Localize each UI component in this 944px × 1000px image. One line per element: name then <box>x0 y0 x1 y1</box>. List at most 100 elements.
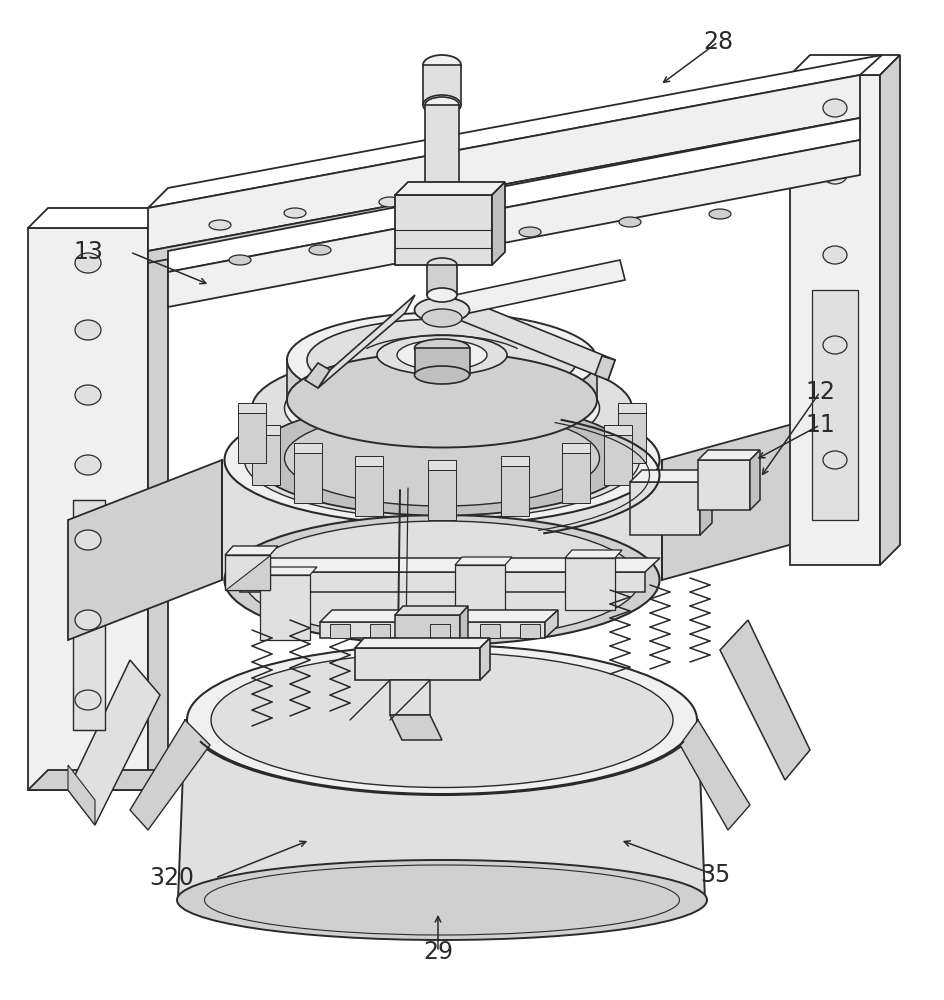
Polygon shape <box>252 408 632 458</box>
Polygon shape <box>454 260 624 315</box>
Ellipse shape <box>579 173 600 183</box>
Ellipse shape <box>228 255 251 265</box>
Polygon shape <box>395 182 504 195</box>
Polygon shape <box>430 624 449 638</box>
Text: 28: 28 <box>702 30 733 54</box>
Ellipse shape <box>309 245 330 255</box>
Polygon shape <box>305 363 329 388</box>
Polygon shape <box>68 660 160 825</box>
Ellipse shape <box>427 258 457 272</box>
Polygon shape <box>238 413 265 463</box>
Polygon shape <box>370 624 390 638</box>
Ellipse shape <box>618 217 640 227</box>
Polygon shape <box>329 624 349 638</box>
Polygon shape <box>395 606 467 615</box>
Polygon shape <box>562 443 590 453</box>
Ellipse shape <box>204 865 679 935</box>
Text: 12: 12 <box>804 380 834 404</box>
Polygon shape <box>28 228 148 790</box>
Polygon shape <box>750 450 759 510</box>
Polygon shape <box>320 622 545 638</box>
Polygon shape <box>425 105 459 195</box>
Polygon shape <box>294 443 321 453</box>
Ellipse shape <box>211 652 672 788</box>
Polygon shape <box>294 453 321 503</box>
Polygon shape <box>320 610 557 622</box>
Polygon shape <box>222 460 662 580</box>
Polygon shape <box>395 615 460 648</box>
Ellipse shape <box>75 385 101 405</box>
Ellipse shape <box>225 515 659 645</box>
Ellipse shape <box>423 55 461 75</box>
Polygon shape <box>480 638 490 680</box>
Ellipse shape <box>75 610 101 630</box>
Ellipse shape <box>75 253 101 273</box>
Text: 320: 320 <box>149 866 194 890</box>
Polygon shape <box>492 182 504 265</box>
Polygon shape <box>454 557 512 565</box>
Ellipse shape <box>822 336 846 354</box>
Ellipse shape <box>763 152 785 162</box>
Ellipse shape <box>822 451 846 469</box>
Polygon shape <box>617 413 646 463</box>
Polygon shape <box>252 435 280 485</box>
Polygon shape <box>480 624 499 638</box>
Ellipse shape <box>284 410 598 506</box>
Polygon shape <box>68 460 222 640</box>
Polygon shape <box>414 348 469 375</box>
Polygon shape <box>565 550 621 558</box>
Ellipse shape <box>75 320 101 340</box>
Ellipse shape <box>427 288 457 302</box>
Polygon shape <box>789 55 899 75</box>
Ellipse shape <box>425 187 459 203</box>
Polygon shape <box>500 456 528 466</box>
Ellipse shape <box>822 99 846 117</box>
Polygon shape <box>545 610 557 638</box>
Polygon shape <box>355 648 480 680</box>
Text: 13: 13 <box>73 240 103 264</box>
Polygon shape <box>447 295 615 380</box>
Ellipse shape <box>479 185 500 195</box>
Ellipse shape <box>177 860 706 940</box>
Polygon shape <box>148 118 859 263</box>
Ellipse shape <box>414 366 469 384</box>
Ellipse shape <box>244 401 639 519</box>
Polygon shape <box>390 715 442 740</box>
Polygon shape <box>73 500 105 730</box>
Ellipse shape <box>225 395 659 525</box>
Ellipse shape <box>414 339 469 357</box>
Polygon shape <box>879 55 899 565</box>
Ellipse shape <box>187 645 697 795</box>
Polygon shape <box>148 75 859 251</box>
Polygon shape <box>318 295 414 388</box>
Ellipse shape <box>379 197 400 207</box>
Ellipse shape <box>284 208 306 218</box>
Polygon shape <box>390 680 430 715</box>
Ellipse shape <box>209 220 230 230</box>
Polygon shape <box>565 558 615 610</box>
Polygon shape <box>427 265 457 295</box>
Ellipse shape <box>252 351 632 466</box>
Ellipse shape <box>822 166 846 184</box>
Polygon shape <box>454 565 504 620</box>
Polygon shape <box>811 290 857 520</box>
Ellipse shape <box>284 360 598 456</box>
Polygon shape <box>225 555 270 590</box>
Polygon shape <box>168 118 859 272</box>
Polygon shape <box>700 470 711 535</box>
Polygon shape <box>719 620 809 780</box>
Polygon shape <box>595 356 615 380</box>
Ellipse shape <box>307 319 577 401</box>
Polygon shape <box>680 720 750 830</box>
Polygon shape <box>287 360 597 400</box>
Ellipse shape <box>244 521 639 639</box>
Polygon shape <box>562 453 590 503</box>
Polygon shape <box>500 466 528 516</box>
Polygon shape <box>519 624 539 638</box>
Polygon shape <box>603 425 631 435</box>
Polygon shape <box>460 606 467 648</box>
Ellipse shape <box>425 97 459 113</box>
Polygon shape <box>260 575 310 640</box>
Polygon shape <box>428 470 456 520</box>
Ellipse shape <box>414 298 469 322</box>
